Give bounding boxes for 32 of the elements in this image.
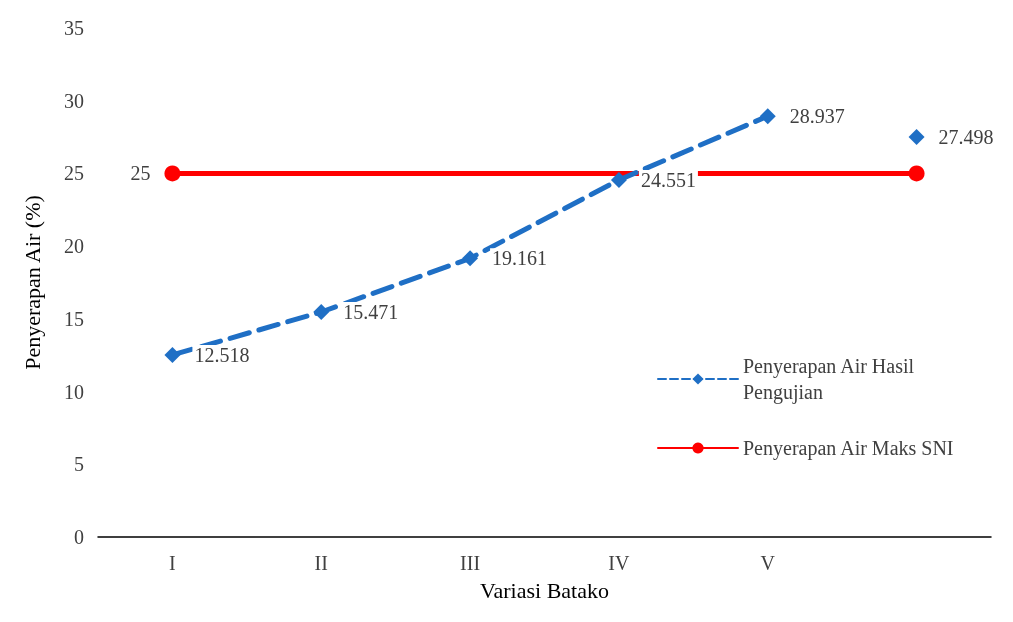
x-axis-title: Variasi Batako bbox=[480, 577, 609, 603]
point bbox=[610, 171, 627, 188]
x-tick-label: III bbox=[460, 552, 481, 574]
data-label: 25 bbox=[130, 162, 151, 185]
data-label: 12.518 bbox=[194, 343, 250, 366]
x-tick-label: IV bbox=[608, 552, 631, 574]
data-label: 27.498 bbox=[938, 126, 994, 149]
x-tick-label: V bbox=[760, 552, 776, 574]
x-tick-label: I bbox=[169, 552, 176, 574]
point bbox=[164, 346, 181, 363]
point bbox=[164, 165, 181, 182]
data-label: 19.161 bbox=[492, 247, 548, 270]
point bbox=[759, 108, 776, 125]
y-axis-title: Penyerapan Air (%) bbox=[19, 195, 45, 370]
point bbox=[908, 165, 925, 182]
data-label: 24.551 bbox=[640, 168, 696, 191]
y-tick-label: 15 bbox=[64, 307, 84, 330]
point bbox=[313, 304, 330, 321]
data-label: 15.471 bbox=[343, 301, 399, 324]
legend-label: Penyerapan Air Hasil Pengujian bbox=[743, 355, 920, 404]
x-tick-label: II bbox=[314, 552, 328, 574]
y-tick-label: 25 bbox=[64, 162, 84, 185]
y-tick-label: 5 bbox=[74, 453, 84, 476]
point bbox=[462, 250, 479, 267]
y-tick-label: 35 bbox=[64, 17, 84, 39]
legend-label: Penyerapan Air Maks SNI bbox=[743, 437, 954, 460]
y-tick-label: 20 bbox=[64, 235, 84, 258]
point bbox=[908, 129, 925, 146]
y-tick-label: 30 bbox=[64, 89, 84, 112]
data-label: 28.937 bbox=[789, 105, 845, 128]
y-tick-label: 0 bbox=[74, 526, 84, 548]
y-tick-label: 10 bbox=[64, 380, 84, 403]
